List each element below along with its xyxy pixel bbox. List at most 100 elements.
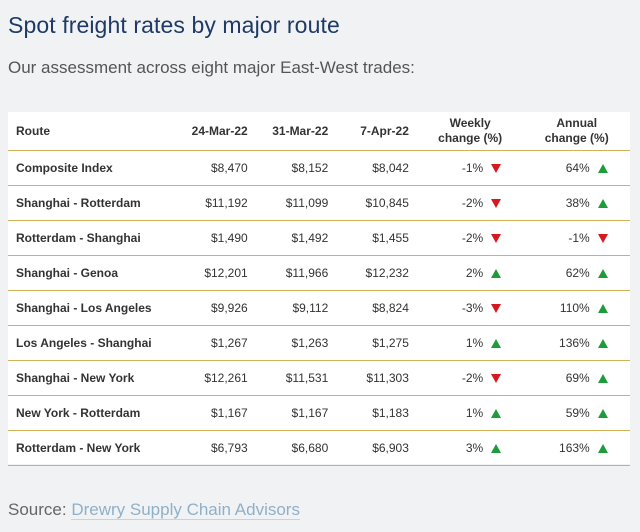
cell-annual-change: 62% [523, 255, 630, 291]
cell-weekly-change: 1% [416, 395, 524, 431]
table-header-row: Route 24-Mar-22 31-Mar-22 7-Apr-22 Weekl… [8, 112, 630, 151]
table-row: New York - Rotterdam $1,167 $1,167 $1,183 1%… [8, 395, 630, 431]
cell-date-3: $1,275 [336, 325, 417, 361]
cell-weekly-change: -2% [416, 360, 524, 396]
cell-date-1: $11,192 [175, 185, 256, 221]
cell-date-3: $12,232 [336, 255, 417, 291]
table-row: Composite Index $8,470 $8,152 $8,042 -1% 64% [8, 150, 630, 186]
cell-route: Shanghai - Los Angeles [8, 290, 176, 326]
cell-date-3: $8,042 [336, 150, 417, 186]
arrow-up-icon [597, 338, 608, 348]
arrow-down-icon [491, 373, 502, 383]
cell-annual-change: -1% [523, 220, 630, 256]
cell-date-2: $1,263 [255, 325, 337, 361]
cell-date-1: $12,261 [175, 360, 256, 396]
table-row: Rotterdam - Shanghai $1,490 $1,492 $1,455 -2… [8, 220, 630, 256]
table-row: Shanghai - Los Angeles $9,926 $9,112 $8,824… [8, 290, 630, 326]
header-weekly-change: Weekly change (%) [416, 112, 524, 151]
source-prefix: Source: [8, 500, 72, 519]
weekly-change-value: 2% [465, 266, 484, 280]
cell-date-2: $11,099 [255, 185, 337, 221]
cell-annual-change: 163% [523, 430, 630, 466]
arrow-down-icon [491, 303, 502, 313]
cell-route: Los Angeles - Shanghai [8, 325, 176, 361]
cell-date-2: $6,680 [255, 430, 337, 466]
cell-date-2: $1,492 [255, 220, 337, 256]
header-annual-change: Annual change (%) [523, 112, 630, 151]
header-date-1: 24-Mar-22 [175, 112, 256, 151]
cell-date-2: $1,167 [255, 395, 337, 431]
arrow-up-icon [597, 163, 608, 173]
arrow-up-icon [597, 443, 608, 453]
annual-change-value: 69% [565, 371, 590, 385]
cell-date-2: $8,152 [255, 150, 337, 186]
cell-date-2: $9,112 [255, 290, 337, 326]
cell-annual-change: 136% [523, 325, 630, 361]
cell-route: New York - Rotterdam [8, 395, 176, 431]
cell-date-3: $10,845 [336, 185, 417, 221]
cell-route: Composite Index [8, 150, 176, 186]
cell-date-2: $11,531 [255, 360, 337, 396]
cell-weekly-change: -2% [416, 185, 524, 221]
annual-change-value: 136% [559, 336, 590, 350]
cell-date-1: $1,167 [175, 395, 256, 431]
cell-date-3: $8,824 [336, 290, 417, 326]
arrow-up-icon [597, 198, 608, 208]
cell-weekly-change: -2% [416, 220, 524, 256]
table-row: Shanghai - New York $12,261 $11,531 $11,303… [8, 360, 630, 396]
page-title: Spot freight rates by major route [8, 12, 340, 38]
weekly-change-value: -3% [461, 301, 484, 315]
cell-date-2: $11,966 [255, 255, 337, 291]
cell-date-3: $6,903 [336, 430, 417, 466]
arrow-down-icon [491, 198, 502, 208]
cell-weekly-change: -3% [416, 290, 524, 326]
annual-change-value: 59% [565, 406, 590, 420]
arrow-down-icon [491, 233, 502, 243]
header-annual-line1: Annual [556, 116, 598, 130]
weekly-change-value: 1% [465, 406, 484, 420]
table-row: Shanghai - Genoa $12,201 $11,966 $12,232 2% 6… [8, 255, 630, 291]
cell-route: Shanghai - Genoa [8, 255, 176, 291]
cell-date-1: $1,267 [175, 325, 256, 361]
freight-rates-table: Route 24-Mar-22 31-Mar-22 7-Apr-22 Weekl… [8, 112, 630, 466]
table-row: Shanghai - Rotterdam $11,192 $11,099 $10,84… [8, 185, 630, 221]
arrow-up-icon [491, 338, 502, 348]
arrow-up-icon [597, 408, 608, 418]
annual-change-value: 64% [565, 161, 590, 175]
cell-annual-change: 59% [523, 395, 630, 431]
table-row: Los Angeles - Shanghai $1,267 $1,263 $1,275… [8, 325, 630, 361]
weekly-change-value: -2% [461, 196, 484, 210]
arrow-up-icon [491, 443, 502, 453]
arrow-up-icon [491, 408, 502, 418]
cell-date-1: $8,470 [175, 150, 256, 186]
cell-date-3: $11,303 [336, 360, 417, 396]
cell-date-3: $1,183 [336, 395, 417, 431]
arrow-up-icon [597, 268, 608, 278]
cell-route: Rotterdam - Shanghai [8, 220, 176, 256]
cell-date-1: $12,201 [175, 255, 256, 291]
cell-annual-change: 38% [523, 185, 630, 221]
cell-date-3: $1,455 [336, 220, 417, 256]
header-weekly-line1: Weekly [449, 116, 491, 130]
page-subtitle: Our assessment across eight major East-W… [8, 58, 415, 77]
header-date-2: 31-Mar-22 [255, 112, 337, 151]
header-route: Route [8, 112, 176, 151]
cell-route: Rotterdam - New York [8, 430, 176, 466]
annual-change-value: 110% [559, 301, 590, 315]
cell-weekly-change: 1% [416, 325, 524, 361]
cell-annual-change: 64% [523, 150, 630, 186]
source-line: Source: Drewry Supply Chain Advisors [8, 500, 300, 520]
cell-weekly-change: 2% [416, 255, 524, 291]
table-row: Rotterdam - New York $6,793 $6,680 $6,903 3%… [8, 430, 630, 466]
freight-rates-table-container: Route 24-Mar-22 31-Mar-22 7-Apr-22 Weekl… [8, 112, 630, 466]
source-link[interactable]: Drewry Supply Chain Advisors [71, 500, 300, 520]
header-weekly-line2: change (%) [438, 131, 503, 145]
weekly-change-value: -2% [461, 371, 484, 385]
cell-route: Shanghai - New York [8, 360, 176, 396]
arrow-up-icon [597, 373, 608, 383]
arrow-up-icon [491, 268, 502, 278]
cell-weekly-change: 3% [416, 430, 524, 466]
cell-annual-change: 69% [523, 360, 630, 396]
weekly-change-value: -2% [461, 231, 484, 245]
cell-weekly-change: -1% [416, 150, 524, 186]
